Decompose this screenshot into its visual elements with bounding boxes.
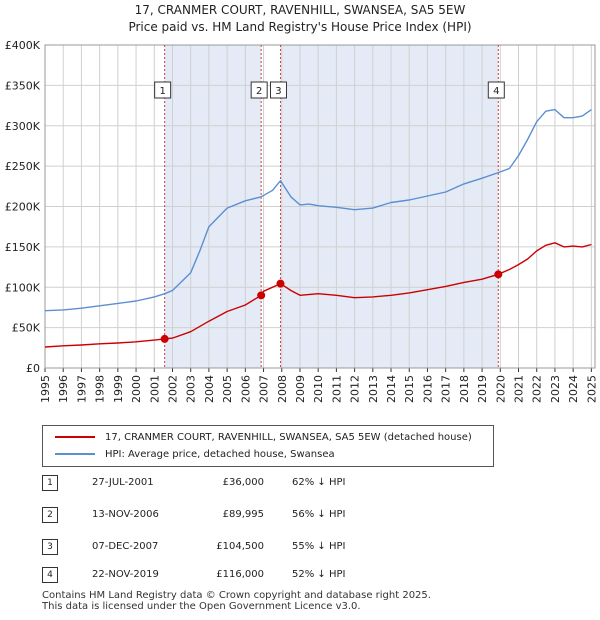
transaction-hpi-diff: 62% ↓ HPI bbox=[292, 477, 346, 488]
y-tick-label: £400K bbox=[5, 39, 41, 52]
transaction-number: 3 bbox=[42, 539, 58, 555]
transaction-marker-box bbox=[487, 81, 505, 99]
x-tick-label: 1997 bbox=[75, 375, 88, 403]
transaction-marker-box bbox=[250, 81, 268, 99]
legend-item-property: 17, CRANMER COURT, RAVENHILL, SWANSEA, S… bbox=[55, 429, 472, 445]
transaction-number: 4 bbox=[42, 567, 58, 583]
x-tick-label: 2006 bbox=[239, 375, 252, 403]
x-tick-label: 2005 bbox=[221, 375, 234, 403]
x-tick-label: 2010 bbox=[312, 375, 325, 403]
x-tick-label: 1998 bbox=[94, 375, 107, 403]
x-tick-label: 2017 bbox=[440, 375, 453, 403]
transaction-hpi-diff: 52% ↓ HPI bbox=[292, 569, 346, 580]
transaction-number: 1 bbox=[42, 475, 58, 491]
y-tick-label: £300K bbox=[5, 120, 41, 133]
x-tick-label: 2014 bbox=[385, 375, 398, 403]
legend-swatch-property bbox=[55, 436, 95, 438]
x-tick-label: 2002 bbox=[166, 375, 179, 403]
x-tick-label: 2024 bbox=[567, 375, 580, 403]
transaction-number: 2 bbox=[42, 507, 58, 523]
legend-label-hpi: HPI: Average price, detached house, Swan… bbox=[105, 448, 335, 460]
table-row: 4 22-NOV-2019 £116,000 52% ↓ HPI bbox=[42, 565, 442, 585]
x-tick-label: 2003 bbox=[185, 375, 198, 403]
x-tick-label: 2013 bbox=[367, 375, 380, 403]
transaction-price: £89,995 bbox=[222, 509, 264, 520]
transaction-marker-label: 3 bbox=[275, 86, 281, 97]
x-tick-label: 1995 bbox=[39, 375, 52, 403]
x-tick-label: 2018 bbox=[458, 375, 471, 403]
x-tick-label: 2000 bbox=[130, 375, 143, 403]
y-tick-label: £250K bbox=[5, 160, 41, 173]
x-tick-label: 1999 bbox=[112, 375, 125, 403]
y-tick-label: £200K bbox=[5, 201, 41, 214]
transaction-date: 07-DEC-2007 bbox=[92, 541, 159, 552]
y-tick-label: £350K bbox=[5, 79, 41, 92]
transaction-date: 27-JUL-2001 bbox=[92, 477, 154, 488]
footer-licence: This data is licensed under the Open Gov… bbox=[42, 601, 361, 612]
x-tick-label: 2008 bbox=[276, 375, 289, 403]
transaction-marker-label: 4 bbox=[493, 86, 499, 97]
x-tick-label: 1996 bbox=[57, 375, 70, 403]
transaction-date: 22-NOV-2019 bbox=[92, 569, 159, 580]
legend-swatch-hpi bbox=[55, 453, 95, 455]
transaction-point bbox=[494, 270, 503, 279]
transaction-price: £116,000 bbox=[216, 569, 264, 580]
x-tick-label: 2001 bbox=[148, 375, 161, 403]
x-tick-label: 2020 bbox=[494, 375, 507, 403]
y-tick-label: £0 bbox=[26, 362, 40, 375]
transaction-marker-label: 1 bbox=[159, 86, 165, 97]
x-tick-label: 2022 bbox=[531, 375, 544, 403]
x-tick-label: 2015 bbox=[403, 375, 416, 403]
transaction-marker-box bbox=[154, 81, 172, 99]
plot-frame bbox=[44, 44, 596, 369]
legend-label-property: 17, CRANMER COURT, RAVENHILL, SWANSEA, S… bbox=[105, 431, 472, 443]
x-tick-label: 2012 bbox=[349, 375, 362, 403]
table-row: 1 27-JUL-2001 £36,000 62% ↓ HPI bbox=[42, 473, 442, 493]
chart-title: 17, CRANMER COURT, RAVENHILL, SWANSEA, S… bbox=[134, 3, 466, 17]
property-price-line bbox=[44, 242, 592, 348]
x-tick-label: 2019 bbox=[476, 375, 489, 403]
y-tick-label: £150K bbox=[5, 241, 41, 254]
y-tick-label: £50K bbox=[12, 322, 41, 335]
chart-subtitle: Price paid vs. HM Land Registry's House … bbox=[128, 20, 472, 34]
transaction-hpi-diff: 56% ↓ HPI bbox=[292, 509, 346, 520]
x-tick-label: 2009 bbox=[294, 375, 307, 403]
x-tick-label: 2021 bbox=[513, 375, 526, 403]
transaction-point bbox=[276, 279, 285, 288]
x-tick-label: 2011 bbox=[330, 375, 343, 403]
x-tick-label: 2025 bbox=[585, 375, 598, 403]
x-tick-label: 2007 bbox=[258, 375, 271, 403]
transaction-marker-label: 2 bbox=[256, 86, 262, 97]
transaction-price: £104,500 bbox=[216, 541, 264, 552]
x-tick-label: 2016 bbox=[421, 375, 434, 403]
x-tick-label: 2023 bbox=[549, 375, 562, 403]
price-chart: £0 £50K £100K £150K £200K £250K £300K £350K £400… bbox=[5, 39, 599, 403]
hpi-line bbox=[44, 108, 592, 312]
transaction-price: £36,000 bbox=[222, 477, 264, 488]
footer-copyright: Contains HM Land Registry data © Crown c… bbox=[42, 590, 431, 601]
table-row: 3 07-DEC-2007 £104,500 55% ↓ HPI bbox=[42, 537, 442, 557]
transaction-marker-box bbox=[269, 81, 287, 99]
transaction-point bbox=[257, 291, 266, 300]
y-tick-label: £100K bbox=[5, 281, 41, 294]
transaction-point bbox=[160, 334, 169, 343]
legend-item-hpi: HPI: Average price, detached house, Swan… bbox=[55, 446, 335, 462]
chart-legend: 17, CRANMER COURT, RAVENHILL, SWANSEA, S… bbox=[42, 425, 494, 467]
transaction-date: 13-NOV-2006 bbox=[92, 509, 159, 520]
table-row: 2 13-NOV-2006 £89,995 56% ↓ HPI bbox=[42, 505, 442, 525]
x-tick-label: 2004 bbox=[203, 375, 216, 403]
transaction-hpi-diff: 55% ↓ HPI bbox=[292, 541, 346, 552]
